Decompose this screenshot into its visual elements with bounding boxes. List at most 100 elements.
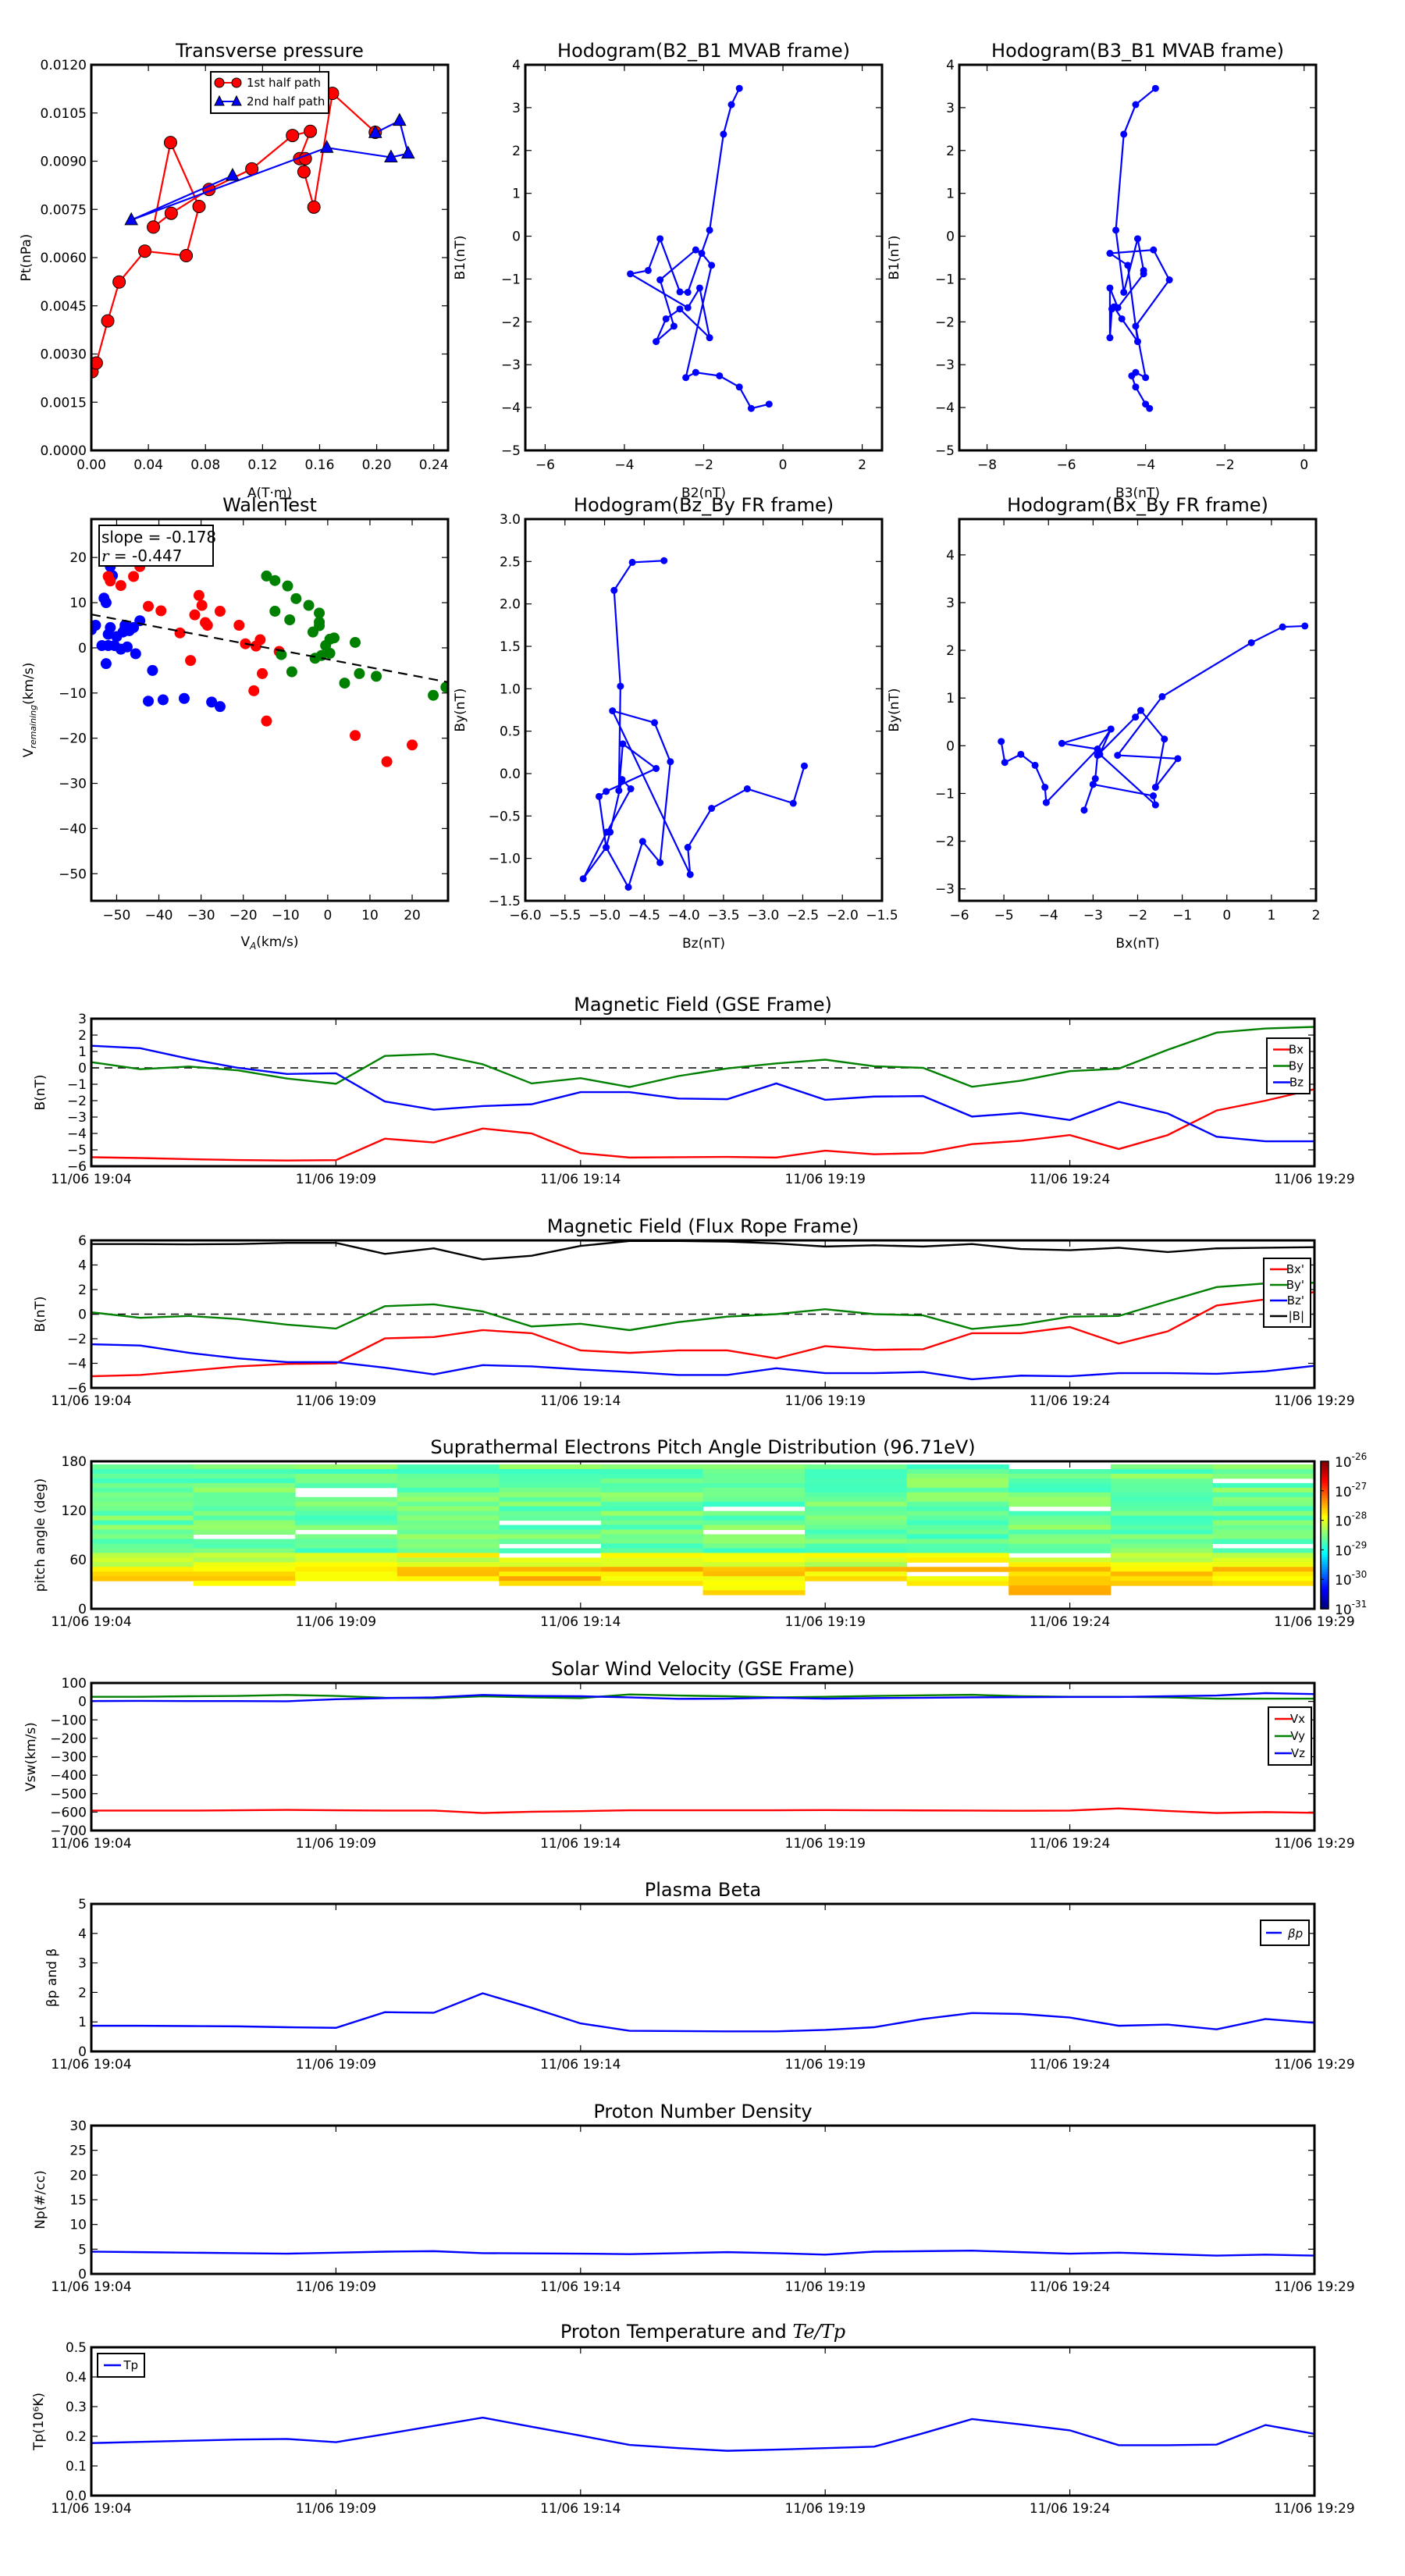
heatmap-cell — [805, 1506, 908, 1512]
data-point — [1112, 226, 1120, 234]
heatmap-cell — [1212, 1487, 1314, 1493]
data-point — [112, 275, 126, 289]
heatmap-cell — [906, 1487, 1009, 1493]
scatter-point — [290, 592, 302, 604]
colorbar-segment — [1321, 1596, 1329, 1599]
heatmap-cell — [906, 1576, 1009, 1582]
heatmap-cell — [600, 1553, 703, 1558]
data-point — [617, 682, 624, 690]
plot-frame — [90, 1460, 1316, 1610]
heatmap-cell — [193, 1567, 296, 1572]
x-tick-label: 10 — [361, 908, 379, 923]
y-tick-label: 4 — [78, 1258, 87, 1274]
time-tick-label: 11/06 19:24 — [1030, 1614, 1110, 1630]
y-tick-label: 0 — [78, 1695, 87, 1710]
data-point — [618, 776, 626, 784]
plot-frame — [90, 2124, 1316, 2275]
scatter-point — [440, 681, 448, 693]
scatter-point — [257, 667, 269, 679]
colorbar-segment — [1321, 1589, 1329, 1592]
x-axis-label: B2(nT) — [681, 486, 726, 501]
y-tick-label: −2 — [935, 834, 955, 850]
y-tick-label: −4 — [935, 400, 955, 416]
data-point — [1107, 725, 1115, 733]
scatter-point — [105, 575, 116, 587]
y-axis-label: B(nT) — [33, 1074, 48, 1110]
heatmap-cell — [702, 1562, 806, 1567]
plot-frame — [524, 518, 884, 902]
heatmap-cell — [702, 1496, 806, 1503]
data-point — [319, 140, 334, 153]
heatmap-cell — [295, 1478, 398, 1484]
y-tick-label: −5 — [935, 443, 955, 459]
heatmap-cell — [1110, 1557, 1213, 1563]
chart-pad: Suprathermal Electrons Pitch Angle Distr… — [33, 1436, 1367, 1630]
colorbar-segment — [1321, 1606, 1329, 1610]
scatter-point — [105, 621, 116, 633]
heatmap-cell — [1110, 1529, 1213, 1535]
plot-area — [91, 87, 415, 379]
y-tick-label: 0 — [78, 2267, 87, 2282]
time-tick-label: 11/06 19:14 — [540, 1614, 621, 1630]
series-line-by — [91, 1282, 1314, 1332]
heatmap-cell — [906, 1539, 1009, 1544]
data-point — [708, 262, 716, 269]
heatmap-cell — [1212, 1464, 1314, 1470]
plot-frame — [90, 518, 450, 902]
colorbar-segment — [1321, 1496, 1329, 1499]
data-point — [1134, 235, 1141, 243]
data-point — [147, 220, 161, 234]
heatmap-cell — [805, 1482, 908, 1489]
chart-walen-test: WalenTest −50 −40 −30 −20 −10 0 10 20 −50 −40 −30 −2… — [21, 494, 450, 952]
heatmap-cell — [91, 1553, 194, 1558]
heatmap-cell — [193, 1571, 296, 1577]
x-tick-label: −6 — [535, 457, 555, 473]
heatmap-cell — [805, 1557, 908, 1563]
legend-label: Vy — [1290, 1729, 1305, 1743]
time-tick-label: 11/06 19:19 — [785, 1172, 866, 1187]
heatmap-cell — [805, 1534, 908, 1539]
scatter-point — [147, 664, 158, 676]
y-tick-label: 0 — [78, 1061, 87, 1076]
legend-marker — [214, 77, 225, 88]
time-tick-label: 11/06 19:14 — [540, 1172, 621, 1187]
y-tick-label: −1.0 — [489, 852, 521, 867]
heatmap-cell — [702, 1548, 806, 1553]
chart-hodogram-b3-b1: Hodogram(B3_B1 MVAB frame) −5 −4 −3 −2 −1 0 1 2 3… — [887, 40, 1318, 501]
scatter-point — [233, 619, 245, 631]
data-point — [368, 125, 382, 138]
heatmap-cell — [499, 1473, 602, 1479]
colorbar-label: 10-27 — [1335, 1481, 1367, 1500]
scatter-point — [314, 607, 325, 619]
data-point — [226, 167, 240, 181]
heatmap-cell — [193, 1501, 296, 1507]
heatmap-cell — [1110, 1496, 1213, 1503]
heatmap-cell — [1110, 1539, 1213, 1544]
y-tick-label: 1.5 — [500, 639, 521, 655]
y-tick-label: 2 — [78, 1283, 87, 1298]
plot-frame — [90, 1239, 1316, 1389]
y-tick-label: 0.0000 — [41, 443, 87, 459]
y-tick-label: 0.0030 — [41, 347, 87, 363]
y-axis-label: B(nT) — [33, 1296, 48, 1332]
x-tick-label: −4 — [614, 457, 634, 473]
heatmap-cell — [1008, 1548, 1112, 1553]
colorbar-segment — [1321, 1550, 1329, 1553]
data-point — [297, 165, 311, 179]
scatter-point — [174, 627, 186, 639]
x-tick-label: −6 — [949, 908, 969, 923]
heatmap-cell — [906, 1557, 1009, 1563]
heatmap-cell — [397, 1487, 500, 1493]
heatmap-cell — [805, 1492, 908, 1498]
heatmap-cell — [295, 1553, 398, 1558]
heatmap-cell — [702, 1543, 806, 1549]
scatter-point — [155, 605, 167, 617]
heatmap-cell — [702, 1510, 806, 1517]
y-tick-label: −100 — [50, 1713, 87, 1728]
y-tick-label: 0 — [512, 229, 521, 245]
series-line-bx — [91, 1290, 1314, 1378]
heatmap-cell — [702, 1487, 806, 1493]
time-tick-label: 11/06 19:29 — [1274, 2279, 1354, 2295]
data-point — [180, 249, 194, 263]
y-tick-label: 0.0105 — [41, 106, 87, 122]
